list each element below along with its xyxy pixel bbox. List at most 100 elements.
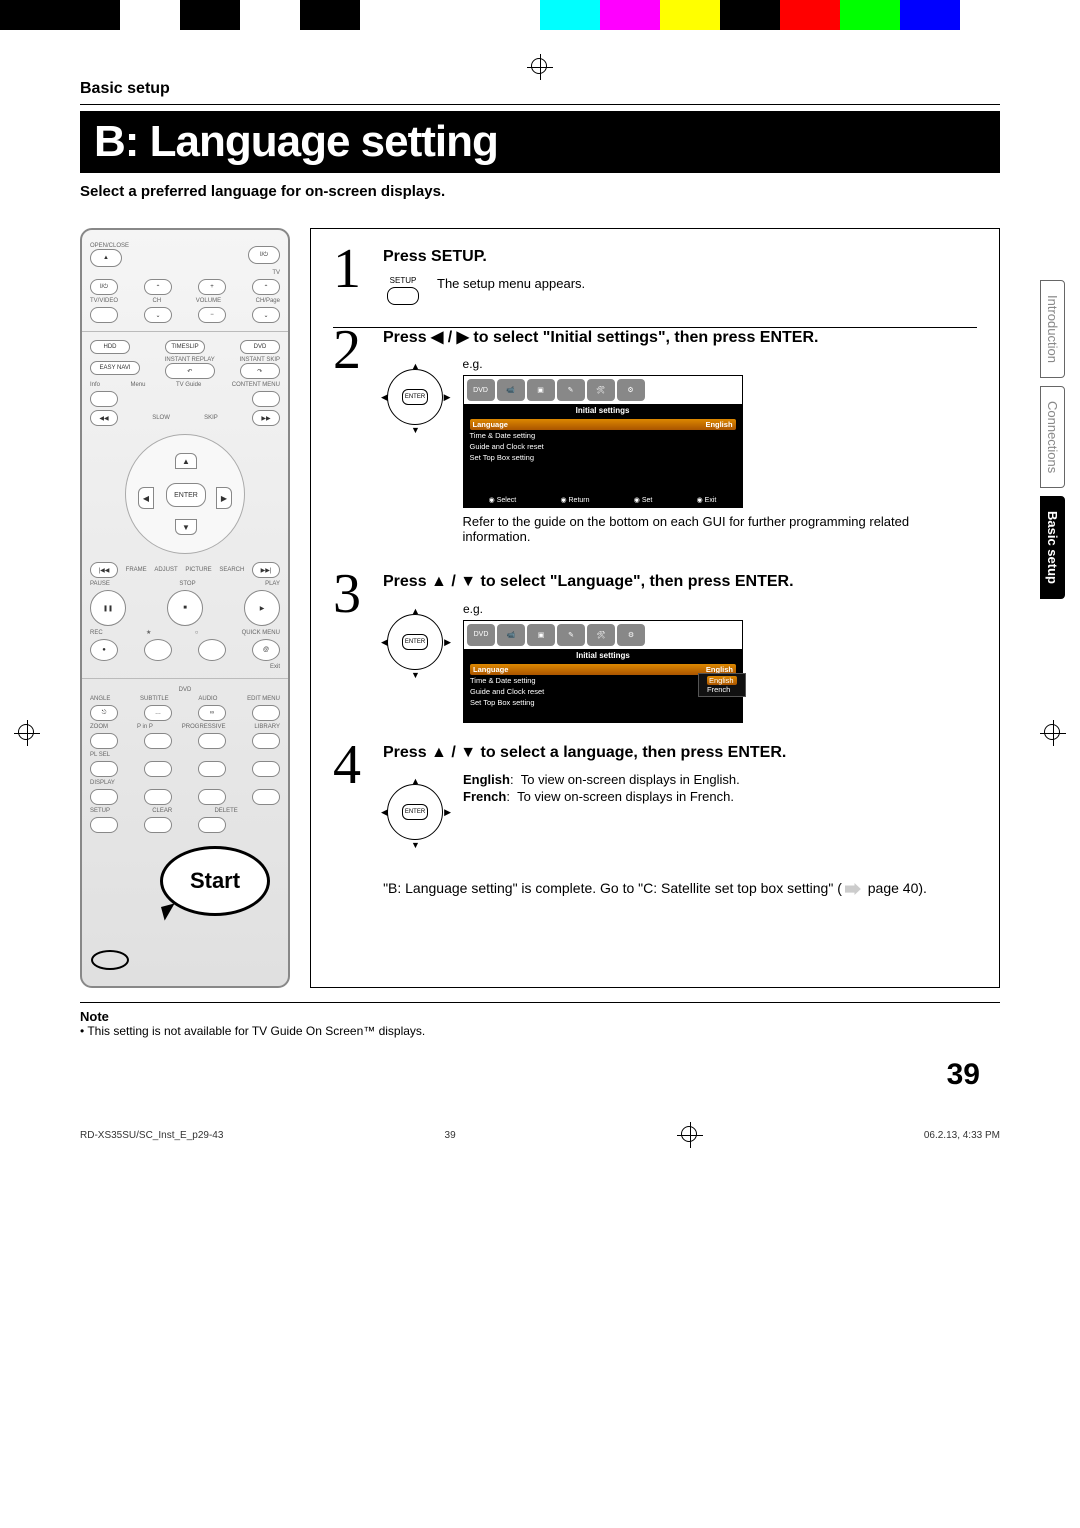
- blank-button: [252, 789, 280, 805]
- gui-tab-icon: 📹: [497, 379, 525, 401]
- side-tab: Basic setup: [1040, 496, 1065, 599]
- gui-tab-icon: DVD: [467, 624, 495, 646]
- remote-label: PL SEL: [90, 752, 110, 758]
- open-close-button: ▲: [90, 249, 122, 267]
- edit-menu-button: [252, 705, 280, 721]
- side-tab: Introduction: [1040, 280, 1065, 378]
- completion-post: page 40).: [864, 880, 927, 896]
- remote-label: CLEAR: [152, 808, 172, 814]
- subtitle-button: …: [144, 705, 172, 721]
- up-arrow-button: ▲: [175, 453, 197, 469]
- ch-down-button: ⌄: [144, 307, 172, 323]
- remote-label: INSTANT REPLAY: [165, 357, 215, 363]
- remote-column: OPEN/CLOSE▲ I/⏻ TV I/⏻ ⌃ + ⌃ TV/VIDEO CH…: [80, 228, 290, 988]
- right-arrow-button: ▶: [216, 487, 232, 509]
- step-number: 3: [333, 572, 373, 722]
- left-arrow-button: ◀: [138, 487, 154, 509]
- registration-mark: [527, 54, 553, 80]
- remote-label: P in P: [137, 724, 153, 730]
- rec-button: ●: [90, 639, 118, 661]
- page-number: 39: [80, 1058, 1000, 1092]
- remote-label: VOLUME: [196, 298, 221, 304]
- rewind-button: ◀◀: [90, 410, 118, 426]
- clear-button: [144, 817, 172, 833]
- note-text: • This setting is not available for TV G…: [80, 1024, 1000, 1038]
- down-arrow-button: ▼: [175, 519, 197, 535]
- dpad-enter-label: ENTER: [402, 804, 428, 820]
- zoom-button: [90, 733, 118, 749]
- angle-button: ⎋: [90, 705, 118, 721]
- blank-button: [144, 761, 172, 777]
- step-note: Refer to the guide on the bottom on each…: [463, 514, 977, 544]
- next-button: ▶▶|: [252, 562, 280, 578]
- blank-button: [198, 789, 226, 805]
- forward-button: ▶▶: [252, 410, 280, 426]
- remote-label: SUBTITLE: [140, 696, 169, 702]
- footer-filename: RD-XS35SU/SC_Inst_E_p29-43: [80, 1130, 223, 1141]
- side-tab: Connections: [1040, 386, 1065, 488]
- remote-label: QUICK MENU: [242, 630, 280, 636]
- remote-label: Menu: [130, 382, 145, 388]
- gui-header: Initial settings: [464, 404, 742, 417]
- setup-button: [90, 817, 118, 833]
- prev-button: |◀◀: [90, 562, 118, 578]
- step-title: Press ▲ / ▼ to select a language, then p…: [383, 743, 977, 762]
- step-title: Press SETUP.: [383, 247, 977, 266]
- remote-label: TV: [90, 270, 280, 276]
- step-4: 4 Press ▲ / ▼ to select a language, then…: [333, 743, 977, 850]
- tvvideo-button: [90, 307, 118, 323]
- step-number: 2: [333, 328, 373, 552]
- remote-label: TV/VIDEO: [90, 298, 118, 304]
- section-label: Basic setup: [80, 80, 1000, 105]
- remote-label: TV Guide: [176, 382, 201, 388]
- circle-button: [198, 639, 226, 661]
- step-number: 4: [333, 743, 373, 850]
- remote-label: FRAME: [126, 567, 147, 573]
- dpad-illustration: ▲▼ ◀▶ ENTER: [383, 606, 449, 680]
- instant-replay-button: ↶: [165, 363, 215, 379]
- content-menu-button: [252, 391, 280, 407]
- plsel-button: [90, 761, 118, 777]
- quick-menu-button: @: [252, 639, 280, 661]
- gui-language-popup: EnglishFrench: [698, 673, 746, 697]
- vol-down-button: −: [198, 307, 226, 323]
- step-3: 3 Press ▲ / ▼ to select "Language", then…: [333, 572, 977, 722]
- step-title: Press ◀ / ▶ to select "Initial settings"…: [383, 328, 977, 347]
- remote-label: LIBRARY: [254, 724, 280, 730]
- note-title: Note: [80, 1009, 1000, 1024]
- remote-label: AUDIO: [198, 696, 217, 702]
- dpad-enter-label: ENTER: [402, 634, 428, 650]
- button-label: SETUP: [383, 276, 423, 285]
- steps-panel: 1 Press SETUP. SETUP The setup menu appe…: [310, 228, 1000, 988]
- step-2: 2 Press ◀ / ▶ to select "Initial setting…: [333, 328, 977, 552]
- remote-label: OPEN/CLOSE: [90, 243, 129, 249]
- blank-button: [144, 789, 172, 805]
- gui-screenshot: DVD 📹 ▣ ✎ 🛠 ⚙ Initial settings LanguageE…: [463, 620, 743, 723]
- footer-datetime: 06.2.13, 4:33 PM: [924, 1130, 1000, 1141]
- remote-label: ANGLE: [90, 696, 110, 702]
- easy-navi-button: EASY NAVI: [90, 361, 140, 375]
- remote-label: PAUSE: [90, 581, 110, 587]
- blank-button: [252, 761, 280, 777]
- remote-label: ZOOM: [90, 724, 108, 730]
- remote-label: CH/Page: [256, 298, 280, 304]
- setup-button-illustration: SETUP: [383, 276, 423, 307]
- dpad-illustration: ▲▼ ◀▶ ENTER: [383, 361, 449, 435]
- dpad-enter-label: ENTER: [402, 389, 428, 405]
- play-button: ▶: [244, 590, 280, 626]
- gui-tab-icon: 📹: [497, 624, 525, 646]
- stop-button: ■: [167, 590, 203, 626]
- remote-label: DVD: [90, 687, 280, 693]
- page-arrow-icon: [845, 883, 861, 895]
- start-bubble: Start: [160, 846, 270, 916]
- blank-button: [198, 761, 226, 777]
- gui-tab-icon: DVD: [467, 379, 495, 401]
- dpad-illustration: ▲▼ ◀▶ ENTER: [383, 776, 449, 850]
- delete-button: [198, 817, 226, 833]
- vol-up-button: +: [198, 279, 226, 295]
- remote-label: STOP: [179, 581, 195, 587]
- remote-label: Info: [90, 382, 100, 388]
- info-button: [90, 391, 118, 407]
- pinp-button: [144, 733, 172, 749]
- remote-label: SEARCH: [219, 567, 244, 573]
